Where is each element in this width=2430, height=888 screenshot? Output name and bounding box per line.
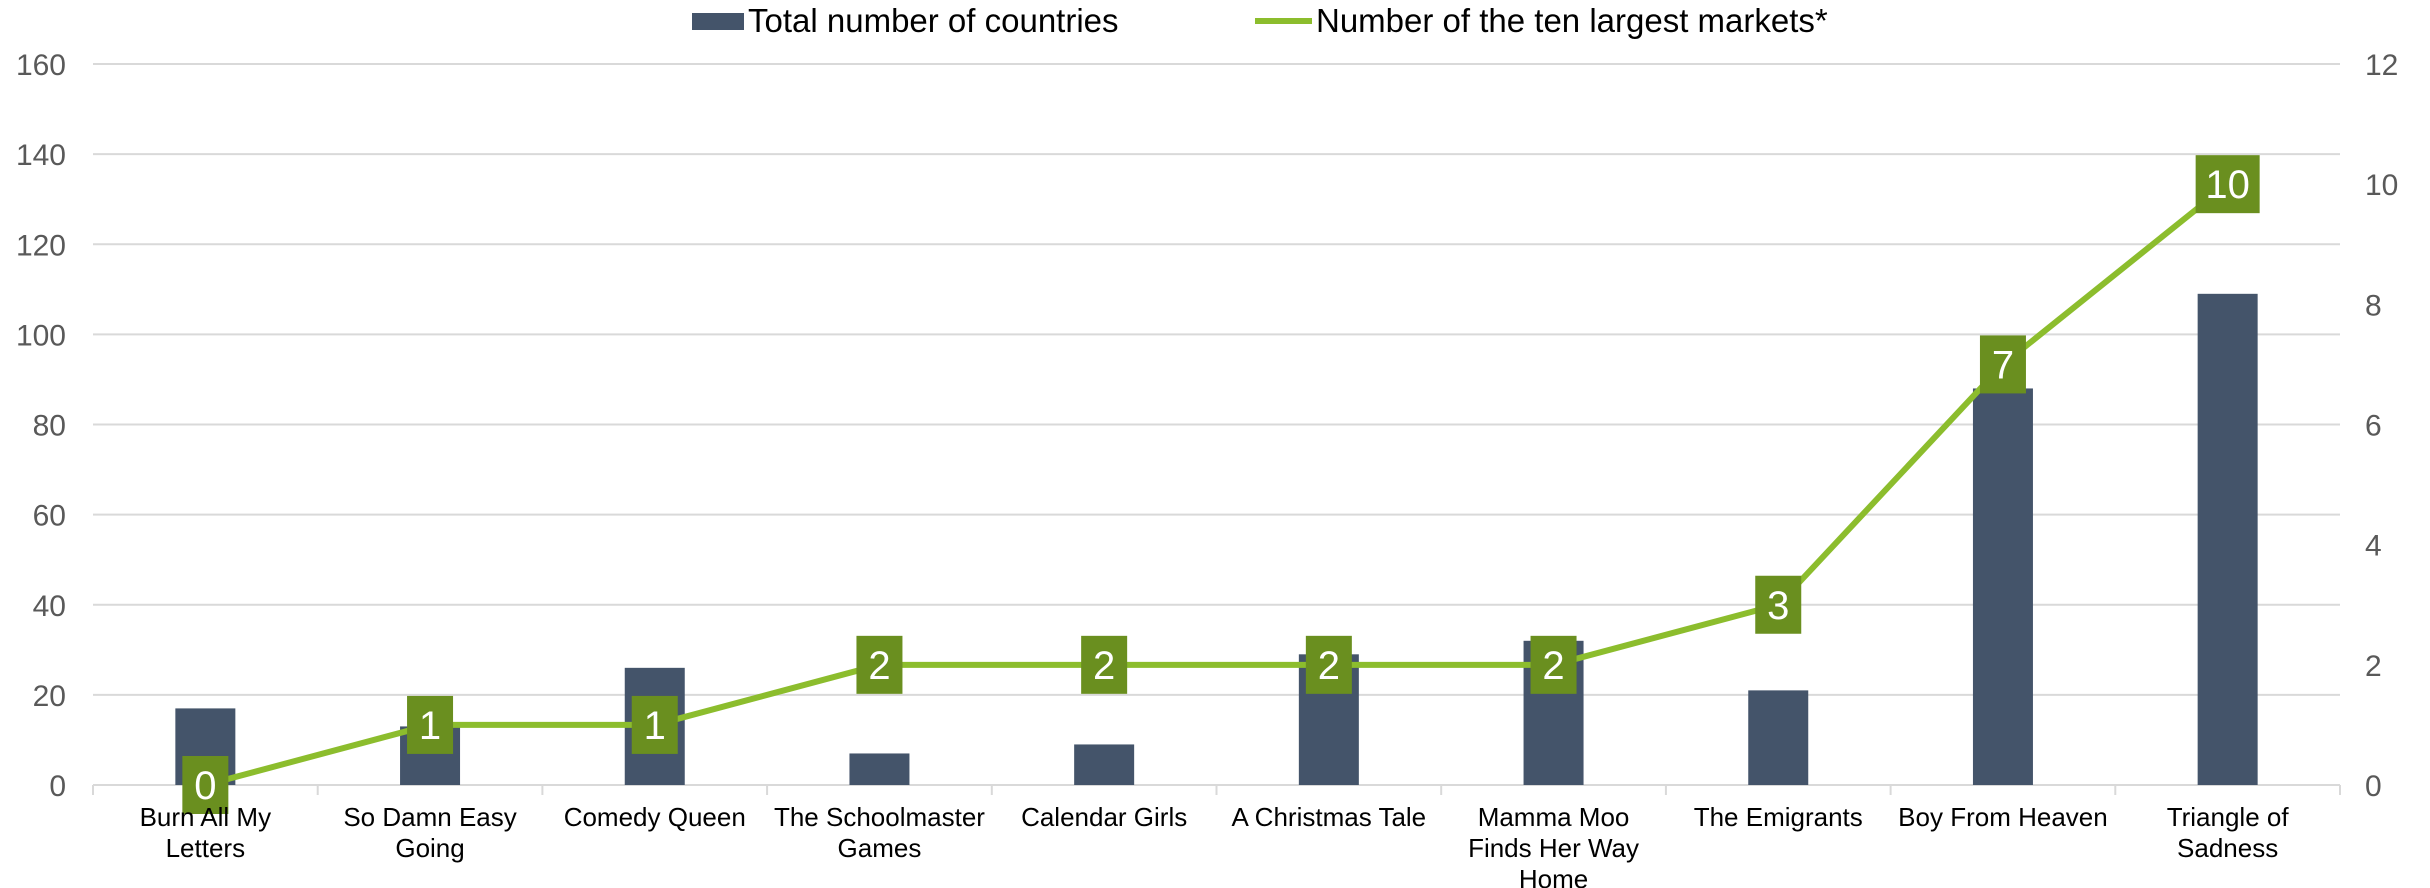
y-left-tick-label: 160 (16, 49, 66, 82)
data-label-box (1755, 575, 1802, 634)
line-series (204, 181, 2230, 788)
data-label: 2 (1542, 644, 1564, 688)
x-category-label: The Schoolmaster Games (774, 802, 985, 863)
legend: Total number of countries Number of the … (692, 2, 1828, 39)
data-label: 2 (1093, 644, 1115, 688)
bar (1748, 690, 1809, 785)
y-left-tick-label: 60 (33, 500, 66, 533)
bar (1074, 744, 1135, 785)
bar-series (175, 293, 2258, 785)
bar (849, 753, 910, 785)
x-category-label: So Damn Easy Going (343, 802, 516, 863)
x-category-label: Boy From Heaven (1898, 802, 2108, 832)
bar (2197, 293, 2258, 785)
y-right-tick-label: 8 (2365, 289, 2382, 322)
x-category-label-line: Finds Her Way (1468, 833, 1639, 863)
line-path (204, 181, 2230, 788)
y-left-tick-label: 80 (33, 410, 66, 443)
legend-label-total-countries: Total number of countries (748, 2, 1119, 39)
x-category-label-line: So Damn Easy (343, 802, 516, 832)
x-category-label: Burn All My Letters (140, 802, 272, 863)
data-label-box (2195, 155, 2260, 214)
x-category-label: Mamma Moo Finds Her Way Home (1468, 802, 1639, 888)
data-label: 1 (419, 704, 441, 748)
x-category-label-line: Triangle of (2167, 802, 2290, 832)
data-label-box (1081, 635, 1128, 694)
data-label: 2 (1318, 644, 1340, 688)
data-label: 10 (2205, 163, 2250, 207)
x-category-label: A Christmas Tale (1232, 802, 1427, 832)
x-category-label: Comedy Queen (564, 802, 746, 832)
y-right-tick-label: 2 (2365, 650, 2382, 683)
x-category-label-line: Going (395, 833, 464, 863)
data-labels: 0 1 1 2 2 2 2 3 7 10 (182, 155, 2260, 814)
x-axis: Burn All My Letters So Damn Easy Going Comed… (92, 785, 2341, 888)
data-label-box (631, 695, 678, 754)
x-category-label-line: Sadness (2177, 833, 2278, 863)
x-category-label-line: The Emigrants (1694, 802, 1863, 832)
y-left-tick-label: 100 (16, 319, 66, 352)
x-category-label: Calendar Girls (1021, 802, 1187, 832)
gridlines (93, 63, 2340, 786)
data-label-box (182, 756, 229, 814)
y-right-tick-label: 4 (2365, 530, 2382, 563)
x-category-label-line: Games (838, 833, 922, 863)
y-axis-left: 0 20 40 60 80 100 120 140 160 (16, 49, 66, 803)
y-left-tick-label: 140 (16, 139, 66, 172)
data-label: 1 (644, 704, 666, 748)
x-category-label: Triangle of Sadness (2167, 802, 2290, 863)
x-category-label: The Emigrants (1694, 802, 1863, 832)
x-category-label-line: Home (1519, 864, 1588, 888)
data-label-box (407, 695, 454, 754)
y-left-tick-label: 20 (33, 680, 66, 713)
x-category-label-line: Letters (166, 833, 246, 863)
data-label-box (1979, 335, 2026, 394)
x-category-label-line: Comedy Queen (564, 802, 746, 832)
x-category-label-line: Burn All My (140, 802, 272, 832)
data-label: 7 (1992, 343, 2014, 387)
x-category-label-line: Boy From Heaven (1898, 802, 2108, 832)
data-label: 3 (1767, 584, 1789, 628)
x-category-label-line: Mamma Moo (1478, 802, 1630, 832)
x-category-label-line: The Schoolmaster (774, 802, 985, 832)
y-right-tick-label: 12 (2365, 49, 2398, 82)
data-label-box (1530, 635, 1577, 694)
data-label: 0 (194, 764, 216, 808)
bar (1972, 388, 2033, 785)
y-left-tick-label: 120 (16, 229, 66, 262)
y-right-tick-label: 0 (2365, 770, 2382, 803)
y-left-tick-label: 40 (33, 590, 66, 623)
y-axis-right: 0 2 4 6 8 10 12 (2365, 49, 2398, 803)
y-right-tick-label: 6 (2365, 410, 2382, 443)
legend-label-largest-markets: Number of the ten largest markets* (1316, 2, 1828, 39)
y-right-tick-label: 10 (2365, 169, 2398, 202)
x-category-label-line: A Christmas Tale (1232, 802, 1427, 832)
legend-swatch-bar (692, 13, 744, 30)
y-left-tick-label: 0 (49, 770, 66, 803)
x-category-label-line: Calendar Girls (1021, 802, 1187, 832)
data-label-box (1305, 635, 1352, 694)
data-label-box (856, 635, 903, 694)
data-label: 2 (868, 644, 890, 688)
